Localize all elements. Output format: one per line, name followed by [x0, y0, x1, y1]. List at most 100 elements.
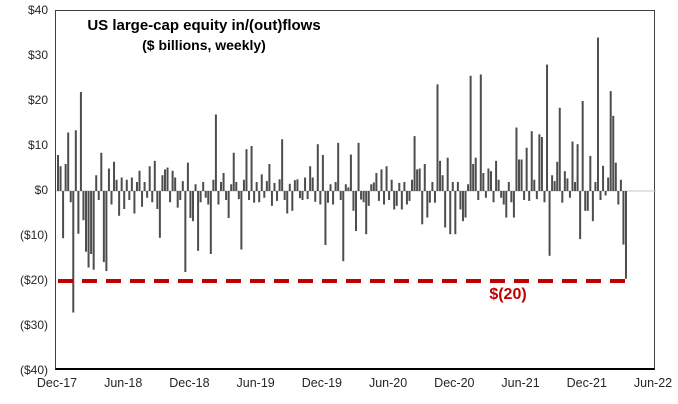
- flow-bar: [426, 191, 429, 218]
- flow-bar: [324, 191, 327, 245]
- flow-bar: [146, 191, 149, 198]
- flow-bar: [413, 136, 416, 191]
- flow-bar: [607, 177, 610, 191]
- flow-bar: [431, 182, 434, 191]
- flow-bar: [316, 144, 319, 191]
- bar-series-svg: [56, 37, 656, 313]
- flow-bar: [624, 191, 627, 279]
- flow-bar: [479, 74, 482, 191]
- flow-bar: [342, 191, 345, 262]
- flow-bar: [235, 182, 238, 191]
- flow-bar: [584, 191, 587, 211]
- y-tick-label: $30: [27, 48, 48, 62]
- flow-bar: [622, 191, 625, 245]
- flow-bar: [199, 191, 202, 203]
- flow-bar: [467, 184, 470, 191]
- flow-bar: [518, 159, 521, 191]
- flow-bar: [253, 191, 256, 203]
- flow-bar: [489, 171, 492, 191]
- x-tick-label: Dec-19: [301, 376, 343, 390]
- flow-bar: [535, 191, 538, 200]
- flow-bar: [232, 152, 235, 191]
- flow-bar: [528, 191, 531, 201]
- flow-bar: [100, 152, 103, 191]
- flow-bar: [403, 182, 406, 191]
- flow-bar: [141, 191, 144, 207]
- flow-bar: [105, 191, 108, 272]
- flow-bar: [62, 191, 65, 239]
- flow-bar: [574, 182, 577, 191]
- flow-bar: [370, 184, 373, 191]
- flow-bar: [291, 191, 294, 211]
- flow-bar: [217, 191, 220, 205]
- flow-bar: [423, 164, 426, 191]
- flow-bar: [265, 181, 268, 191]
- flow-bar: [281, 139, 284, 191]
- flow-bar: [222, 173, 225, 191]
- flow-bar: [349, 154, 352, 191]
- weekly-flow-bars: [57, 37, 627, 313]
- flow-bar: [393, 191, 396, 210]
- flow-bar: [551, 175, 554, 191]
- flow-bar: [441, 175, 444, 191]
- flow-bar: [459, 191, 462, 210]
- flow-bar: [540, 137, 543, 191]
- flow-bar: [388, 191, 391, 200]
- flow-bar: [263, 191, 266, 198]
- flow-bar: [309, 166, 312, 191]
- flow-bar: [128, 191, 131, 200]
- flow-bar: [495, 160, 498, 191]
- flow-bar: [87, 191, 90, 268]
- flow-bar: [581, 101, 584, 191]
- flow-bar: [276, 191, 279, 201]
- flow-bar: [405, 191, 408, 205]
- flow-bar: [538, 134, 541, 191]
- flow-bar: [530, 131, 533, 191]
- flow-bar: [602, 165, 605, 191]
- flow-bar: [589, 155, 592, 191]
- flow-bar: [298, 191, 301, 199]
- x-tick-label: Jun-21: [501, 376, 540, 390]
- flow-bar: [579, 191, 582, 240]
- flow-bar: [82, 191, 85, 221]
- flow-bar: [176, 191, 179, 208]
- flow-bar: [151, 191, 154, 203]
- flow-bar: [296, 179, 299, 191]
- flow-bar: [148, 166, 151, 191]
- flow-bar: [543, 191, 546, 203]
- flow-bar: [612, 115, 615, 191]
- x-tick-label: Dec-18: [169, 376, 210, 390]
- flow-bar: [561, 191, 564, 203]
- x-tick-label: Dec-21: [566, 376, 607, 390]
- flow-bar: [533, 179, 536, 191]
- chart-title: US large-cap equity in/(out)flows: [87, 17, 321, 34]
- flow-bar: [464, 191, 467, 218]
- flow-bar: [301, 191, 304, 200]
- flow-bar: [433, 191, 436, 203]
- flow-bar: [334, 182, 337, 191]
- flow-bar: [408, 191, 411, 201]
- flow-bar: [179, 191, 182, 200]
- flow-bar: [604, 191, 607, 196]
- x-tick-label: Dec-20: [434, 376, 475, 390]
- flow-bar: [69, 191, 72, 203]
- flow-bar: [286, 191, 289, 214]
- flow-bar: [500, 191, 503, 198]
- flow-bar: [156, 191, 159, 209]
- flow-bar: [548, 191, 551, 256]
- flow-bar: [390, 179, 393, 191]
- flow-bar: [477, 191, 480, 200]
- flow-bar: [594, 182, 597, 191]
- flow-bar: [507, 182, 510, 191]
- flow-bar: [245, 149, 248, 191]
- flow-bar: [258, 191, 261, 203]
- flow-bar: [444, 191, 447, 228]
- flow-bar: [125, 179, 128, 191]
- flow-bar: [163, 169, 166, 191]
- flow-bar: [169, 191, 172, 203]
- flow-bar: [472, 164, 475, 191]
- flow-bar: [283, 191, 286, 200]
- flow-bar: [319, 191, 322, 205]
- flow-bar: [619, 179, 622, 191]
- flow-bar: [237, 191, 240, 200]
